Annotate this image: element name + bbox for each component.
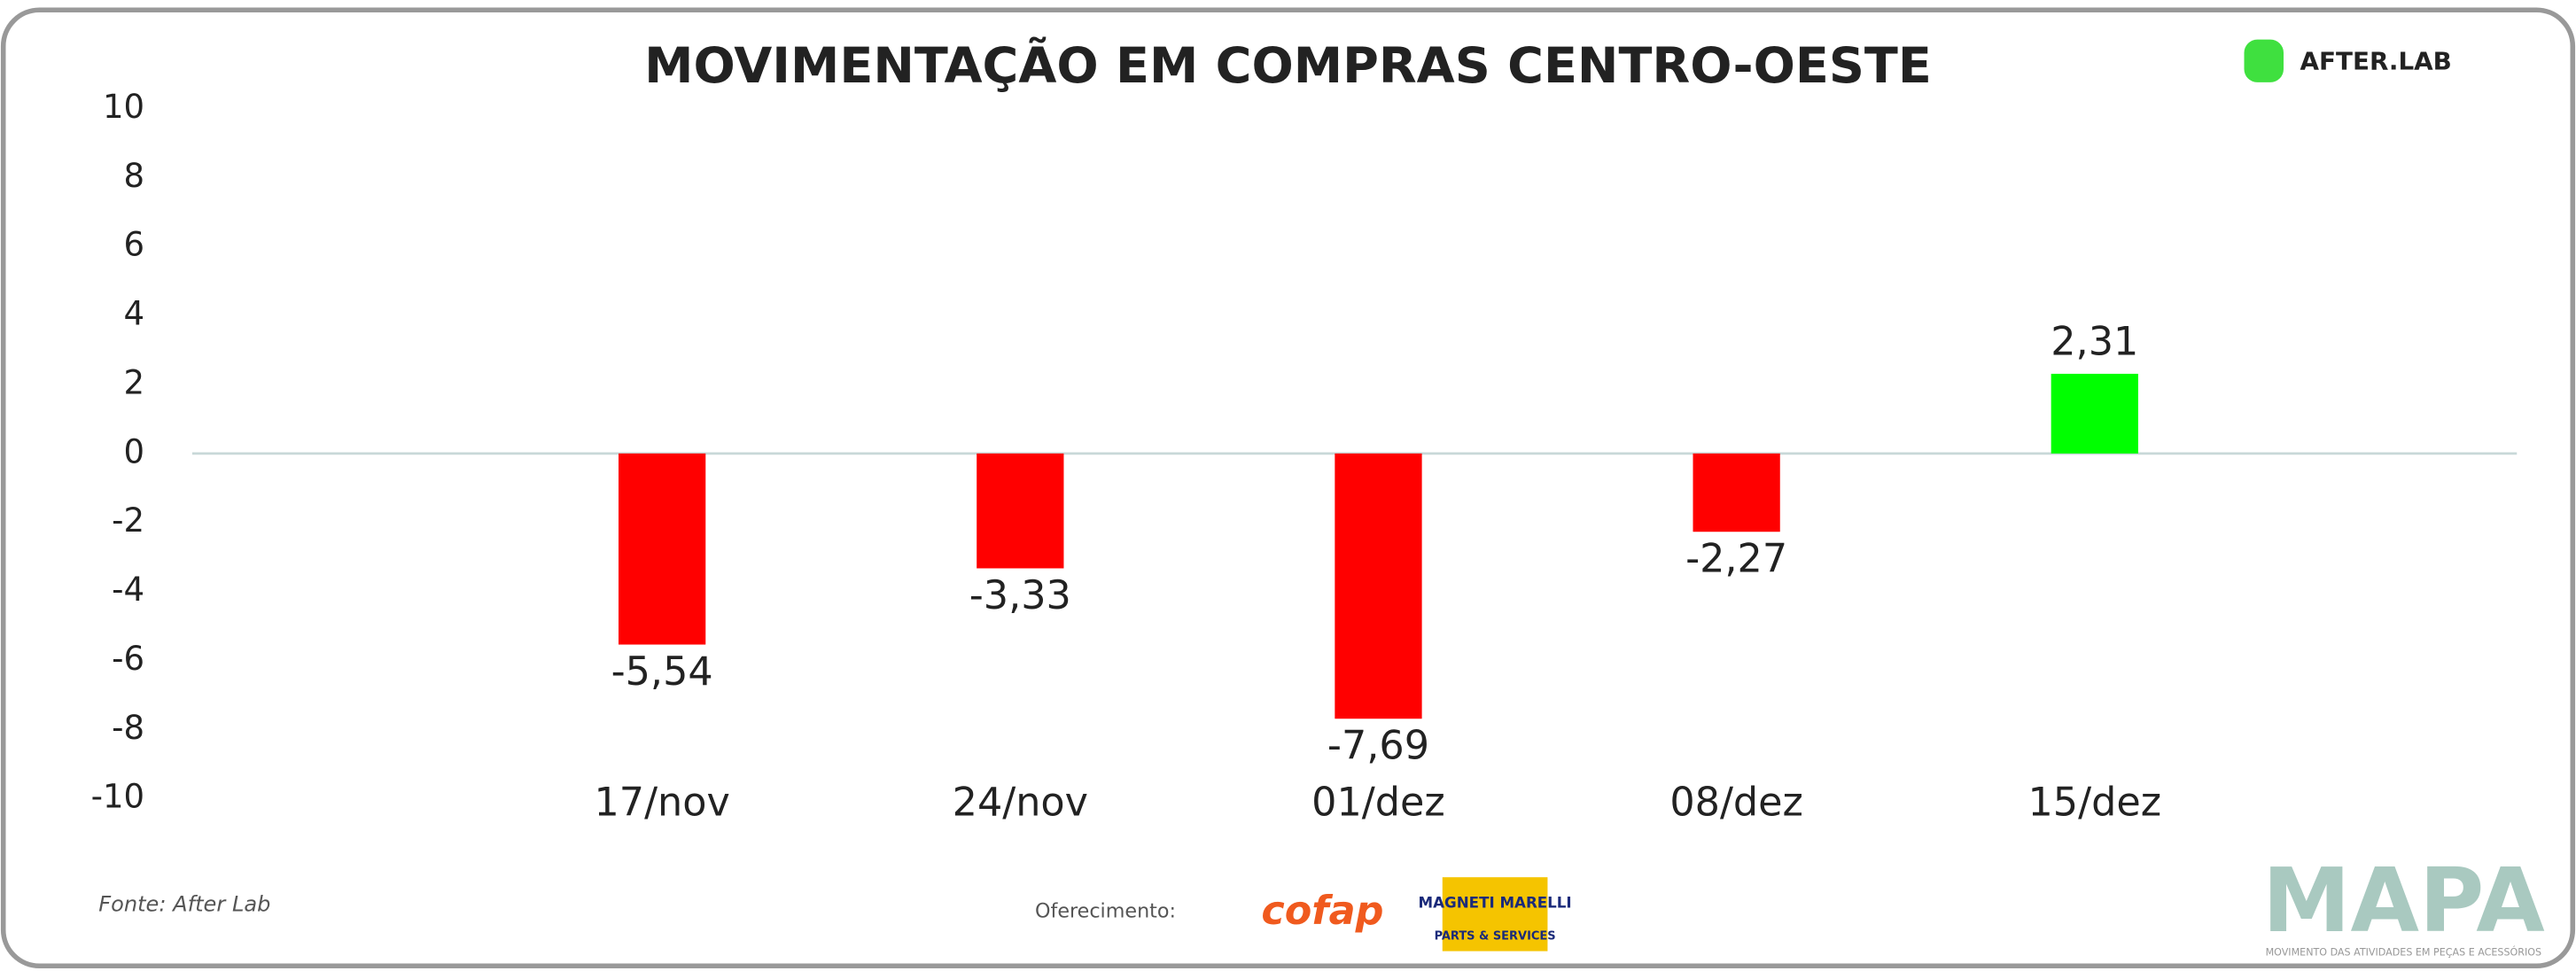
y-tick-label: -2 bbox=[112, 501, 144, 540]
x-tick-label: 17/nov bbox=[594, 781, 729, 826]
sponsor-magneti: MAGNETI MARELLI bbox=[1419, 894, 1572, 911]
y-tick-label: 4 bbox=[124, 295, 145, 333]
x-tick-label: 15/dez bbox=[2028, 781, 2162, 826]
y-tick-label: 0 bbox=[124, 432, 145, 470]
bar bbox=[1693, 453, 1780, 532]
y-tick-label: 10 bbox=[103, 88, 144, 126]
y-tick-label: 8 bbox=[124, 157, 145, 195]
sponsor-cofap: cofap bbox=[1261, 889, 1383, 934]
y-tick-label: -8 bbox=[112, 709, 144, 747]
chart-title: MOVIMENTAÇÃO EM COMPRAS CENTRO-OESTE bbox=[644, 36, 1932, 95]
y-tick-label: -6 bbox=[112, 640, 144, 678]
brand-icon bbox=[2244, 39, 2284, 82]
y-tick-label: 2 bbox=[124, 363, 145, 401]
y-tick-label: 6 bbox=[124, 226, 145, 264]
sponsor-magneti-sub: PARTS & SERVICES bbox=[1435, 929, 1556, 943]
bar bbox=[619, 453, 706, 645]
logo-tagline: MOVIMENTO DAS ATIVIDADES EM PEÇAS E ACES… bbox=[2266, 946, 2541, 958]
y-tick-label: -10 bbox=[91, 778, 145, 816]
magneti-logo-bg bbox=[1442, 877, 1548, 952]
brand: AFTER.LAB bbox=[2300, 47, 2452, 76]
frame bbox=[0, 7, 2576, 969]
value-label: -7,69 bbox=[1327, 724, 1429, 769]
value-label: -2,27 bbox=[1685, 537, 1787, 582]
sponsor-label: Oferecimento: bbox=[1035, 900, 1176, 923]
bar bbox=[977, 453, 1064, 569]
bar bbox=[1335, 453, 1422, 719]
value-label: -5,54 bbox=[611, 649, 713, 695]
y-tick-label: -4 bbox=[112, 571, 144, 609]
x-tick-label: 08/dez bbox=[1669, 781, 1803, 826]
bar bbox=[2051, 373, 2138, 454]
value-label: 2,31 bbox=[2051, 320, 2138, 365]
x-tick-label: 24/nov bbox=[953, 781, 1088, 826]
logo: MAPA bbox=[2262, 849, 2545, 952]
value-label: -3,33 bbox=[969, 573, 1071, 618]
x-tick-label: 01/dez bbox=[1311, 781, 1445, 826]
source: Fonte: After Lab bbox=[98, 892, 270, 917]
